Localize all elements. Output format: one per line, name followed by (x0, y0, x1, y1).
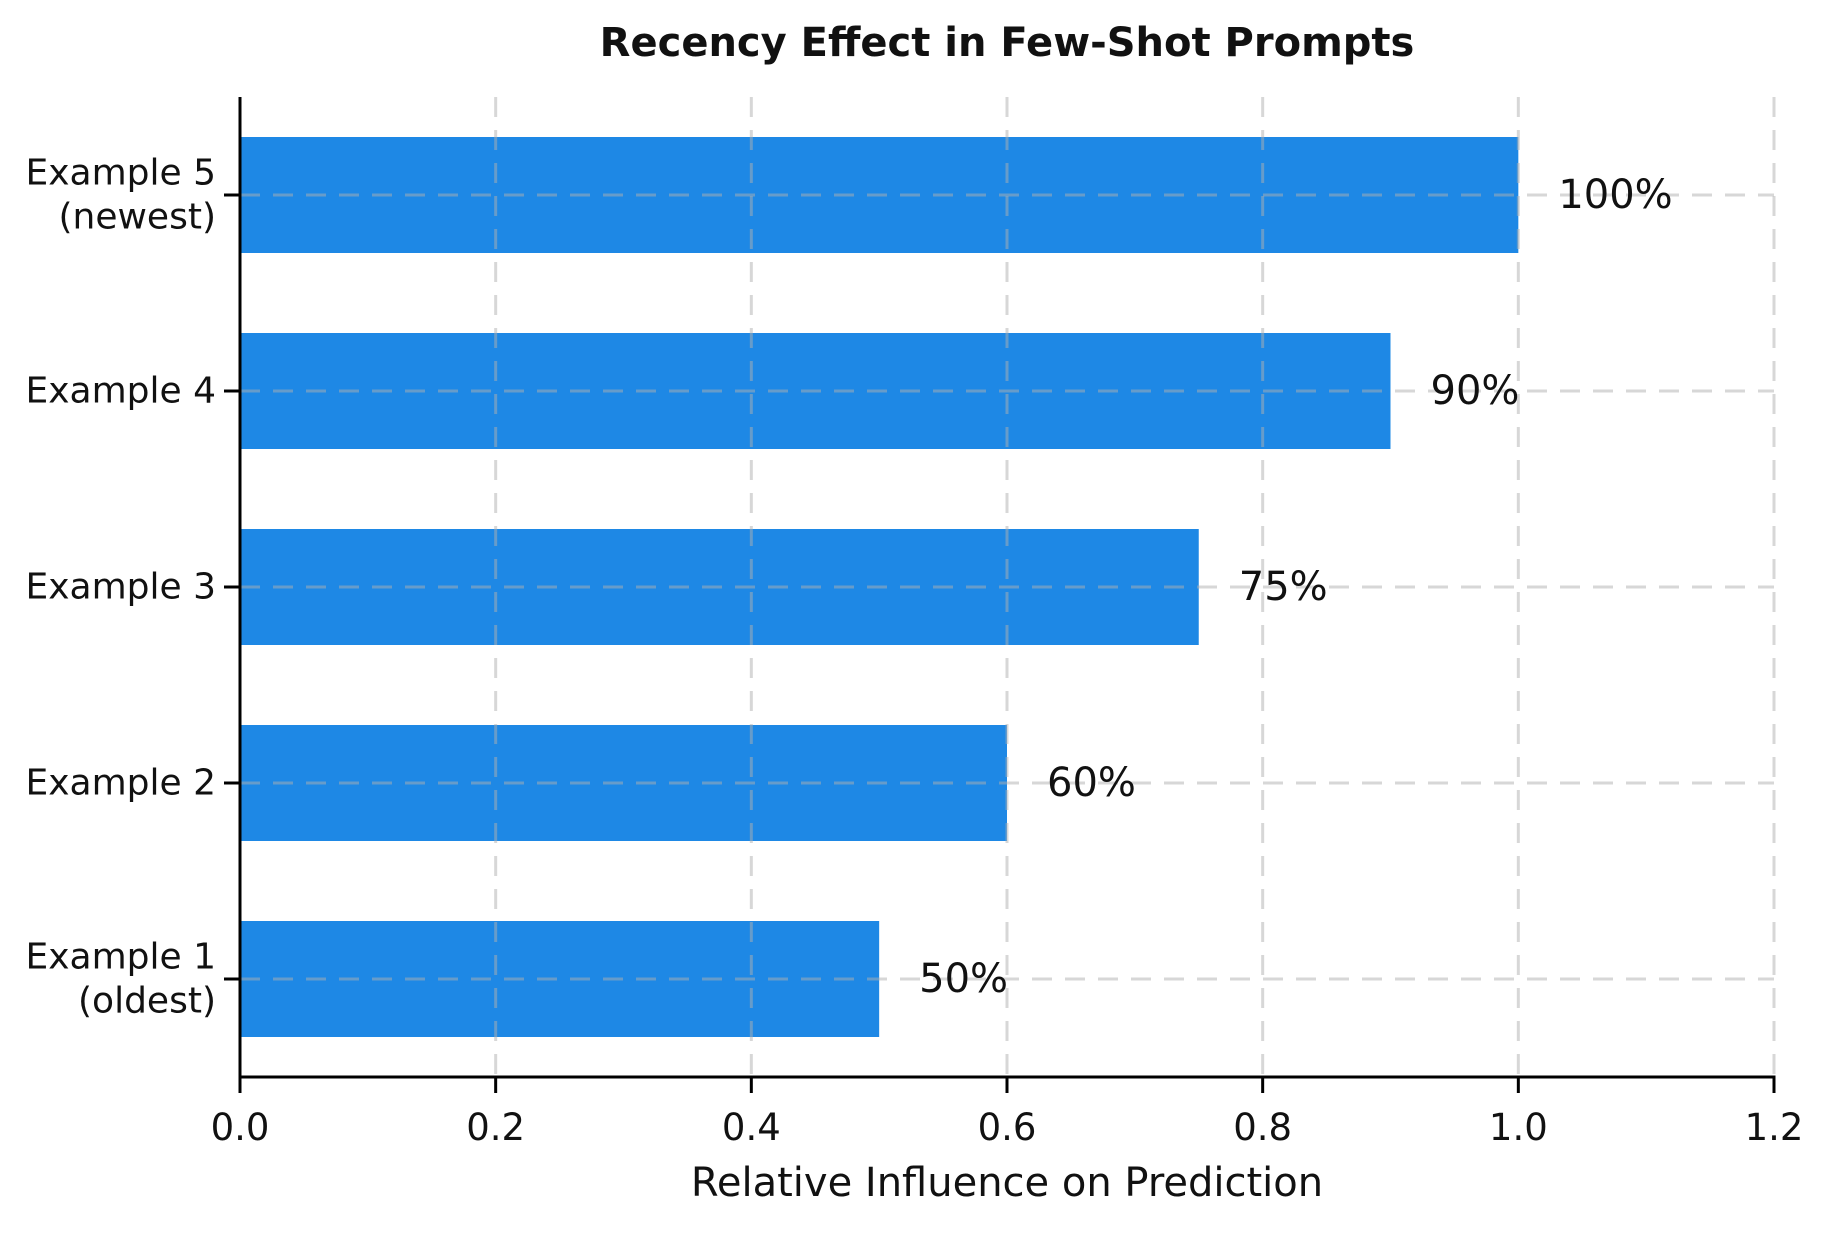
bar-value-label: 50% (919, 956, 1008, 1002)
x-tick-label: 0.4 (722, 1106, 781, 1149)
x-axis-title: Relative Influence on Prediction (690, 1160, 1324, 1206)
bar-value-label: 75% (1239, 564, 1328, 610)
y-category-label: Example 2 (25, 763, 216, 804)
x-tick-label: 0.8 (1233, 1106, 1292, 1149)
x-tick-label: 0.2 (466, 1106, 525, 1149)
x-tick-label: 0.0 (211, 1106, 270, 1149)
y-category-label: Example 3 (25, 567, 216, 608)
chart-title: Recency Effect in Few-Shot Prompts (599, 20, 1415, 66)
y-category-label: Example 5 (newest) (25, 153, 216, 238)
bar-value-label: 60% (1047, 760, 1136, 806)
x-tick-label: 1.0 (1489, 1106, 1548, 1149)
bar-value-label: 100% (1558, 172, 1672, 218)
x-tick-label: 0.6 (978, 1106, 1037, 1149)
bar-value-label: 90% (1431, 368, 1520, 414)
x-tick-label: 1.2 (1745, 1106, 1804, 1149)
y-category-label: Example 1 (oldest) (25, 937, 216, 1022)
y-category-label: Example 4 (25, 371, 216, 412)
